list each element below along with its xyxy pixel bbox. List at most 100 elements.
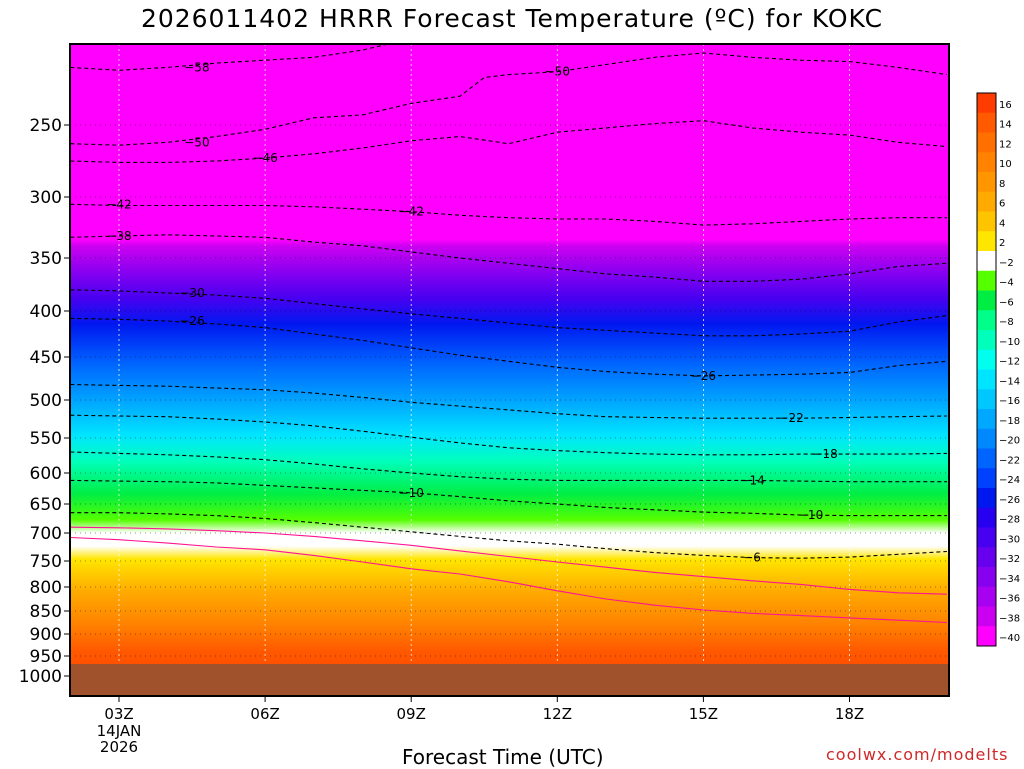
colorbar-swatch bbox=[977, 527, 996, 548]
contour-label: −50 bbox=[184, 135, 209, 149]
colorbar-label: −4 bbox=[999, 278, 1014, 289]
contour-label: −26 bbox=[179, 314, 204, 328]
colorbar-label: 14 bbox=[999, 120, 1012, 131]
contour-label: −46 bbox=[252, 151, 277, 165]
colorbar-label: −8 bbox=[999, 317, 1014, 328]
temperature-field bbox=[70, 44, 949, 696]
y-tick-label: 850 bbox=[30, 602, 62, 622]
colorbar-swatch bbox=[977, 172, 996, 193]
contour-line bbox=[70, 479, 947, 517]
contour-label: −22 bbox=[778, 411, 803, 425]
contour-label: −58 bbox=[184, 60, 209, 74]
y-tick-label: 300 bbox=[30, 188, 62, 208]
colorbar-label: −32 bbox=[999, 554, 1020, 565]
colorbar-swatch bbox=[977, 330, 996, 351]
colorbar-swatch bbox=[977, 231, 996, 252]
y-tick-label: 250 bbox=[30, 116, 62, 136]
colorbar-swatch bbox=[977, 152, 996, 173]
contour-label: −10 bbox=[399, 486, 424, 500]
temperature-bands bbox=[70, 44, 949, 696]
contour-label: −26 bbox=[691, 369, 716, 383]
contour-label: −14 bbox=[739, 473, 764, 487]
colorbar-label: −14 bbox=[999, 376, 1020, 387]
colorbar-label: −40 bbox=[999, 633, 1020, 644]
colorbar-swatch bbox=[977, 211, 996, 232]
colorbar-swatch bbox=[977, 93, 996, 114]
colorbar-swatch bbox=[977, 606, 996, 627]
y-tick-label: 800 bbox=[30, 578, 62, 598]
colorbar-swatch bbox=[977, 251, 996, 272]
y-tick-label: 700 bbox=[30, 524, 62, 544]
colorbar-label: −18 bbox=[999, 416, 1020, 427]
y-axis: 250 300 350 400 450 500 550 600 650 700 750 800 850 9… bbox=[19, 116, 70, 687]
x-tick-label: 06Z bbox=[250, 705, 279, 723]
contour-label: −18 bbox=[812, 447, 837, 461]
colorbar-label: −2 bbox=[999, 258, 1014, 269]
y-tick-label: 350 bbox=[30, 249, 62, 269]
colorbar-swatch bbox=[977, 132, 996, 153]
y-tick-label: 450 bbox=[30, 348, 62, 368]
colorbar-label: −26 bbox=[999, 495, 1020, 506]
contour-label: −42 bbox=[399, 205, 424, 219]
colorbar-label: −12 bbox=[999, 357, 1020, 368]
colorbar-label: 2 bbox=[999, 238, 1005, 249]
y-tick-label: 650 bbox=[30, 495, 62, 515]
y-tick-label: 750 bbox=[30, 552, 62, 572]
x-tick-sublabel: 14JAN bbox=[97, 722, 142, 740]
colorbar-swatch bbox=[977, 369, 996, 390]
y-tick-label: 600 bbox=[30, 464, 62, 484]
colorbar-label: −20 bbox=[999, 436, 1020, 447]
x-tick-label: 18Z bbox=[835, 705, 864, 723]
y-tick-label: 400 bbox=[30, 302, 62, 322]
contour-label: −42 bbox=[106, 197, 131, 211]
colorbar-swatch bbox=[977, 567, 996, 588]
ground-layer bbox=[70, 664, 949, 696]
y-tick-label: 1000 bbox=[19, 667, 62, 687]
x-tick-label: 15Z bbox=[689, 705, 718, 723]
colorbar-swatch bbox=[977, 547, 996, 568]
temperature-contours: −58 −50 −50 −46 −42 −42 −38 −30 −26 −26 −22 −18 −14 −… bbox=[70, 44, 947, 624]
colorbar-swatch bbox=[977, 290, 996, 311]
colorbar-frame bbox=[976, 92, 997, 647]
y-tick-label: 550 bbox=[30, 429, 62, 449]
colorbar-swatch bbox=[977, 468, 996, 489]
contour-line bbox=[70, 52, 947, 146]
colorbar-label: 8 bbox=[999, 179, 1005, 190]
colorbar-label: −30 bbox=[999, 534, 1020, 545]
contour-line bbox=[70, 451, 947, 483]
contour-line bbox=[70, 536, 947, 624]
colorbar-swatch bbox=[977, 310, 996, 331]
colorbar-swatch bbox=[977, 349, 996, 370]
colorbar-label: −10 bbox=[999, 337, 1020, 348]
colorbar-label: −38 bbox=[999, 613, 1020, 624]
y-tick-label: 500 bbox=[30, 391, 62, 411]
credit-link[interactable]: coolwx.com/modelts bbox=[826, 745, 1009, 764]
y-tick-label: 950 bbox=[30, 647, 62, 667]
x-tick-label: 12Z bbox=[543, 705, 572, 723]
colorbar-swatch bbox=[977, 389, 996, 410]
colorbar-label: −36 bbox=[999, 594, 1020, 605]
colorbar-label: 6 bbox=[999, 199, 1005, 210]
x-tick-label: 09Z bbox=[397, 705, 426, 723]
colorbar-swatch bbox=[977, 409, 996, 430]
contour-line bbox=[70, 383, 947, 419]
colorbar-label: 4 bbox=[999, 218, 1005, 229]
colorbar-label: −34 bbox=[999, 574, 1020, 585]
contour-label: −50 bbox=[545, 65, 570, 79]
y-tick-label: 900 bbox=[30, 625, 62, 645]
colorbar-label: −22 bbox=[999, 455, 1020, 466]
x-tick-label: 03Z bbox=[104, 705, 133, 723]
colorbar-swatch bbox=[977, 586, 996, 607]
contour-label: −30 bbox=[179, 286, 204, 300]
colorbar-swatch bbox=[977, 448, 996, 469]
colorbar-swatch bbox=[977, 270, 996, 291]
colorbar-label: 10 bbox=[999, 159, 1012, 170]
contour-label: −6 bbox=[743, 551, 761, 565]
colorbar-swatch bbox=[977, 428, 996, 449]
colorbar-label: −16 bbox=[999, 396, 1020, 407]
colorbar-label: −28 bbox=[999, 515, 1020, 526]
x-axis-label: Forecast Time (UTC) bbox=[402, 745, 604, 769]
colorbar-swatch bbox=[977, 112, 996, 133]
colorbar-swatch bbox=[977, 507, 996, 528]
